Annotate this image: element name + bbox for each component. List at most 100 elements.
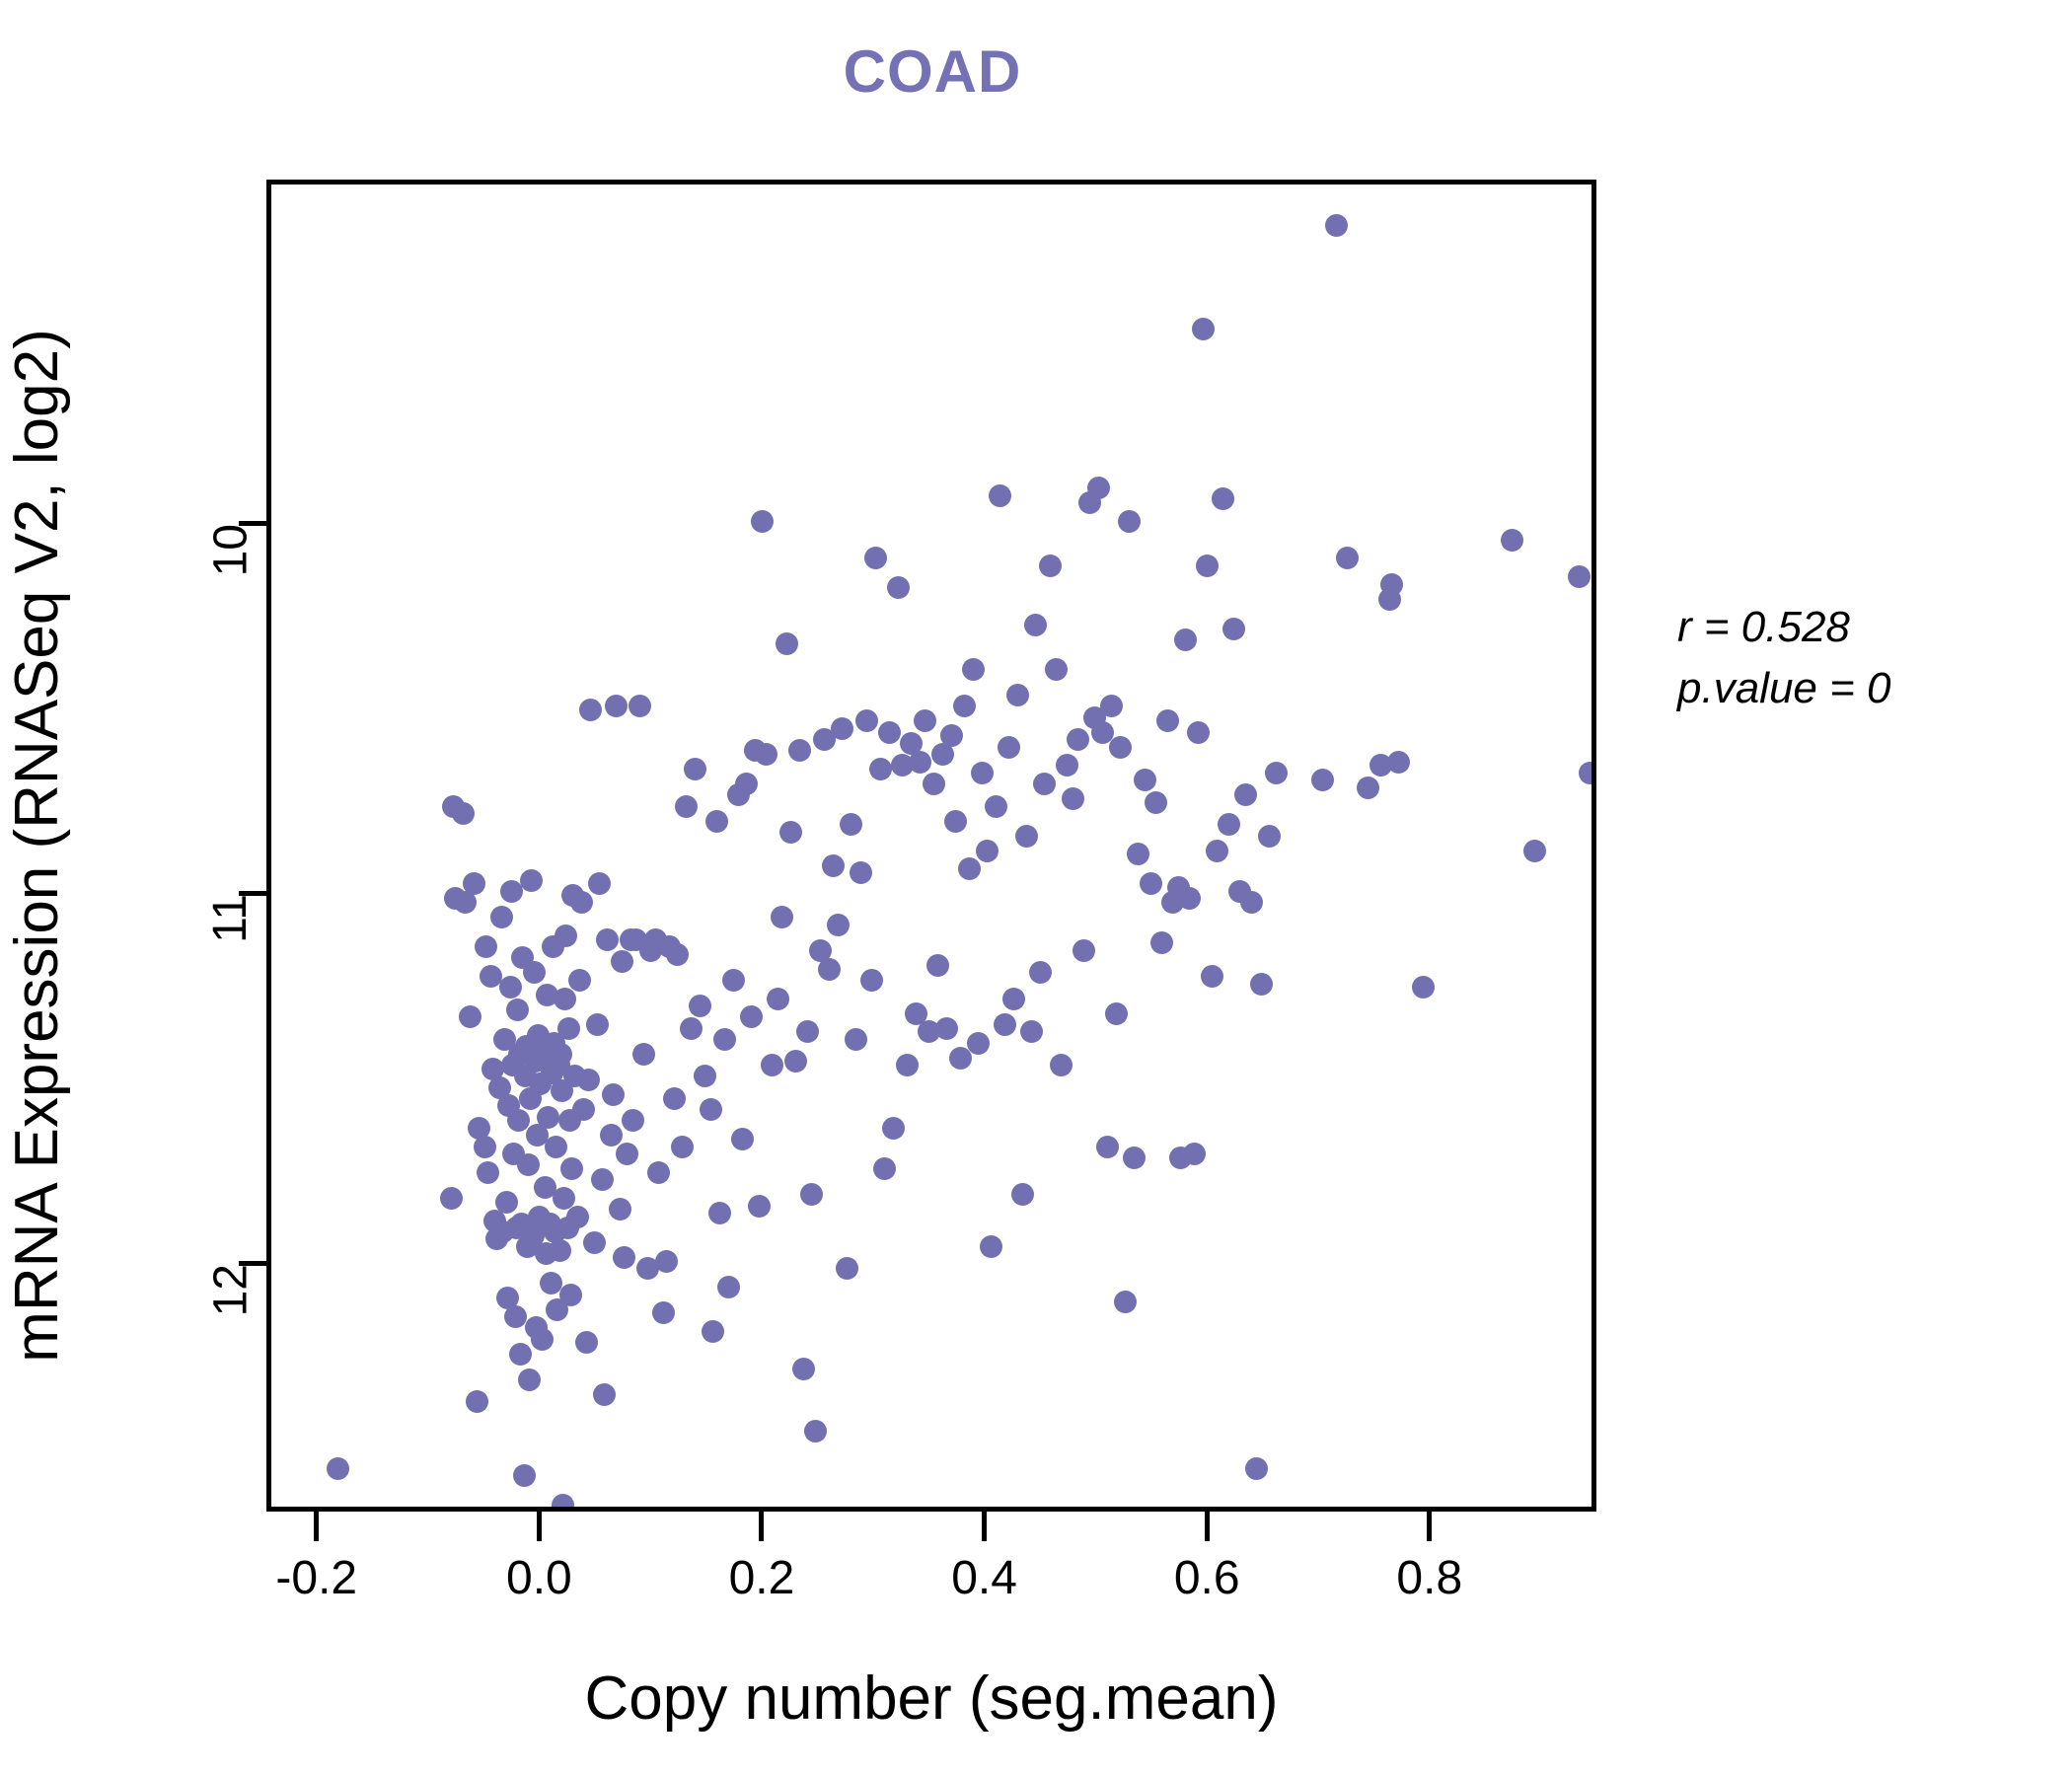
scatter-point [522, 961, 546, 985]
scatter-point [1522, 839, 1546, 862]
scatter-point [1173, 628, 1197, 651]
scatter-point [704, 809, 728, 833]
y-tick-mark [239, 891, 266, 897]
scatter-point [1050, 1054, 1073, 1076]
scatter-point [526, 1124, 550, 1147]
scatter-point [957, 857, 981, 881]
y-tick-mark [239, 1261, 266, 1267]
scatter-point [948, 1046, 972, 1070]
scatter-point [922, 773, 945, 795]
scatter-point [574, 1331, 598, 1355]
scatter-point [1024, 613, 1048, 636]
scatter-point [702, 1320, 725, 1343]
x-tick-mark [314, 1512, 320, 1541]
scatter-point [850, 861, 873, 884]
scatter-point [628, 695, 651, 718]
scatter-point [971, 761, 995, 784]
scatter-point [1033, 773, 1057, 795]
scatter-point [966, 1031, 990, 1055]
scatter-point [565, 1205, 589, 1228]
scatter-point [521, 1223, 545, 1247]
scatter-point [1127, 843, 1150, 866]
scatter-point [601, 1083, 625, 1106]
scatter-point [799, 1183, 823, 1207]
scatter-point [882, 1116, 906, 1140]
scatter-point [552, 1494, 575, 1507]
scatter-point [766, 987, 789, 1010]
scatter-point [980, 1234, 1003, 1258]
scatter-point [654, 1249, 678, 1273]
scatter-point [518, 1368, 542, 1391]
scatter-point [1412, 976, 1435, 999]
scatter-point [804, 1420, 828, 1443]
scatter-point [520, 868, 544, 892]
scatter-point [913, 709, 936, 733]
x-tick-label: 0.8 [1396, 1552, 1463, 1604]
scatter-point [730, 1128, 754, 1150]
scatter-point [582, 1231, 606, 1254]
scatter-point [462, 872, 485, 896]
scatter-point [1325, 213, 1349, 237]
scatter-point [822, 853, 846, 877]
x-tick-mark [1204, 1512, 1210, 1541]
scatter-point [632, 1042, 656, 1066]
scatter-point [1155, 709, 1179, 733]
scatter-point [477, 1160, 500, 1184]
scatter-point [599, 1124, 623, 1147]
scatter-point [688, 995, 711, 1017]
scatter-point [567, 968, 591, 992]
scatter-point [835, 1257, 858, 1281]
y-tick-mark [239, 521, 266, 527]
scatter-point [517, 1153, 541, 1177]
scatter-point [1118, 509, 1142, 533]
scatter-point [545, 1135, 568, 1158]
scatter-point [1145, 790, 1168, 814]
scatter-point [1039, 554, 1063, 577]
scatter-point [962, 657, 986, 681]
scatter-point [533, 1175, 556, 1199]
scatter-point [554, 987, 577, 1010]
scatter-point [1258, 824, 1282, 848]
scatter-point [854, 709, 878, 733]
scatter-point [468, 1116, 491, 1140]
scatter-point [512, 1464, 536, 1488]
scatter-point [886, 576, 910, 600]
scatter-point [904, 1001, 927, 1025]
scatter-point [984, 794, 1007, 818]
scatter-point [570, 891, 594, 914]
scatter-point [761, 1054, 784, 1076]
scatter-point [1501, 528, 1524, 552]
y-tick-label: 11 [204, 893, 257, 943]
scatter-point [817, 957, 841, 981]
x-tick-label: -0.2 [275, 1552, 358, 1604]
scatter-point [735, 773, 759, 795]
scatter-point [500, 879, 524, 903]
scatter-point [993, 1012, 1016, 1036]
scatter-point [989, 483, 1012, 507]
x-tick-label: 0.6 [1173, 1552, 1240, 1604]
plot-area [266, 180, 1596, 1512]
scatter-point [479, 965, 502, 988]
scatter-point [721, 968, 745, 992]
scatter-point [1244, 1456, 1268, 1480]
scatter-point [975, 839, 999, 862]
scatter-point [596, 927, 620, 951]
scatter-point [536, 983, 559, 1006]
scatter-point [494, 1190, 518, 1214]
x-tick-mark [982, 1512, 988, 1541]
scatter-point [474, 1135, 497, 1158]
scatter-point [556, 1016, 580, 1040]
scatter-point [1250, 972, 1274, 996]
scatter-point [877, 720, 901, 744]
scatter-point [548, 1238, 571, 1262]
scatter-point [1100, 695, 1124, 718]
scatter-point [503, 1305, 527, 1328]
scatter-point [1387, 750, 1411, 774]
scatter-point [684, 758, 707, 780]
scatter-points-layer [271, 185, 1591, 1507]
scatter-point [1265, 761, 1289, 784]
scatter-point [1067, 728, 1090, 751]
scatter-point [622, 1109, 645, 1133]
pvalue-value: p.value = 0 [1677, 664, 1891, 712]
x-tick-label: 0.2 [728, 1552, 795, 1604]
